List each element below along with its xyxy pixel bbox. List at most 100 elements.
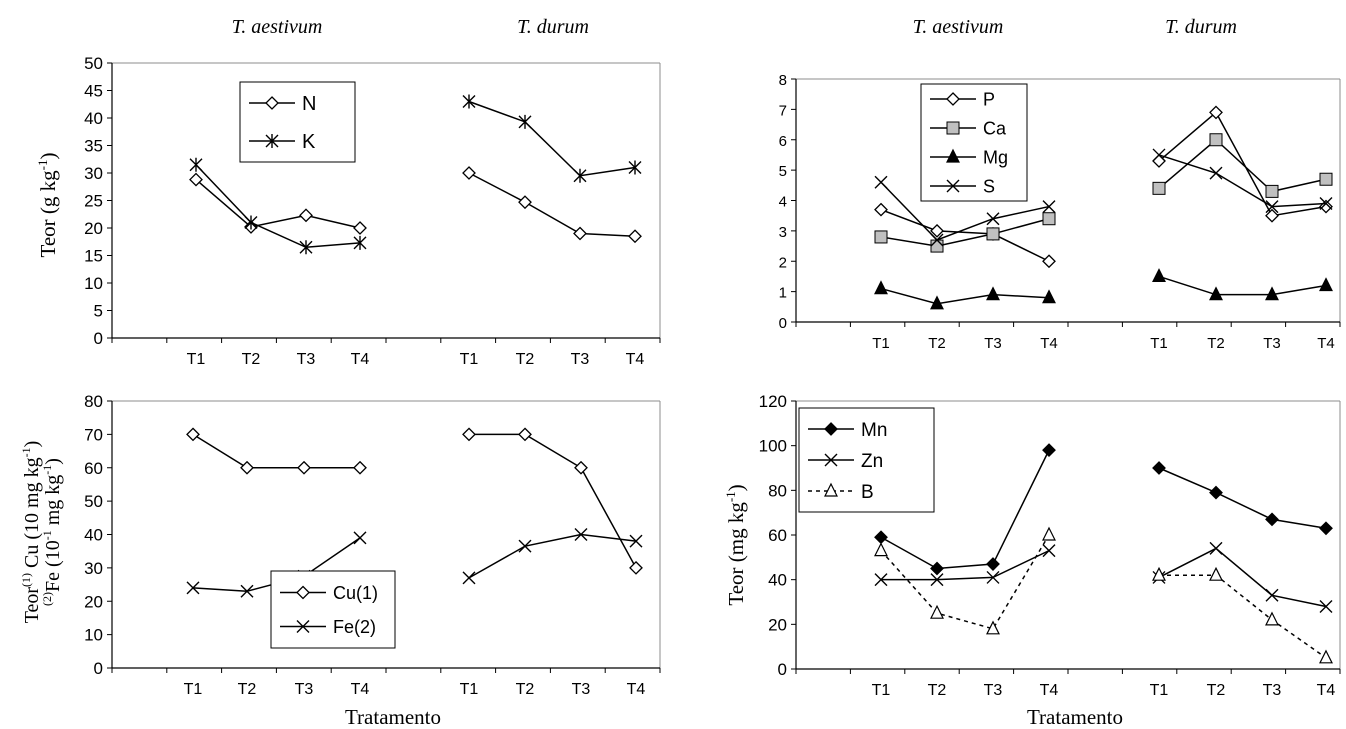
x-tick-label: T2 [928, 682, 947, 699]
y-tick-label: 45 [84, 82, 103, 101]
data-point [353, 221, 367, 235]
header-durum-left: T. durum [517, 16, 589, 38]
data-point [986, 286, 1000, 301]
y-tick-label: 4 [779, 194, 787, 211]
data-point [1265, 611, 1279, 626]
y-tick-label: 20 [768, 615, 787, 634]
y-tick-label: 3 [779, 224, 787, 241]
data-point [1319, 277, 1333, 292]
data-point [874, 202, 888, 217]
data-point [986, 557, 1000, 571]
data-point [1319, 172, 1333, 186]
legend-marker [824, 453, 838, 467]
series-line-mg [1158, 275, 1327, 296]
xlabel-right: Tratamento [1027, 705, 1123, 729]
data-point [930, 561, 944, 576]
x-tick-label: T1 [187, 351, 206, 368]
data-point [874, 280, 888, 295]
x-tick-label: T4 [1317, 335, 1335, 352]
legend-box [920, 83, 1028, 202]
data-point [1265, 200, 1279, 214]
series-line-ca [880, 218, 1050, 247]
data-point [1152, 566, 1166, 581]
x-tick-label: T2 [242, 351, 261, 368]
x-tick-label: T4 [626, 351, 645, 368]
x-tick-label: T2 [516, 351, 535, 368]
data-point [189, 157, 203, 172]
data-point [1265, 184, 1279, 198]
x-tick-label: T3 [297, 351, 316, 368]
ylabel-cufe-line1: Teor(1) Cu (10 mg kg-1) [19, 441, 43, 624]
data-point [1319, 599, 1333, 613]
legend-box [239, 81, 356, 163]
x-tick-label: T3 [572, 681, 591, 698]
x-tick-label: T4 [351, 351, 370, 368]
series-line-mn [880, 449, 1050, 570]
data-point [986, 227, 1000, 241]
y-tick-label: 10 [84, 626, 103, 645]
x-tick-label: T3 [984, 335, 1002, 352]
series-line-mg [880, 287, 1050, 305]
data-point [628, 229, 642, 244]
legend-box [270, 570, 396, 649]
legend-marker [296, 620, 310, 633]
chart-pcamgs: 0 1 2 3 4 5 6 7 8 T1 T2 T3 T4 T1 T2 T3 T4 P Ca Mg S [779, 72, 1341, 352]
y-tick-label: 2 [779, 254, 787, 271]
legend-marker [946, 148, 960, 163]
x-tick-label: T3 [571, 351, 590, 368]
data-point [299, 208, 313, 223]
data-point [462, 427, 476, 442]
y-tick-label: 50 [84, 54, 103, 73]
x-tick-label: T4 [1317, 682, 1336, 699]
y-tick-label: 20 [84, 219, 103, 238]
y-tick-label: 20 [84, 592, 103, 611]
x-tick-label: T3 [295, 681, 314, 698]
series-line-cu1 [469, 433, 637, 569]
data-point [1042, 443, 1056, 458]
x-tick-label: T4 [1040, 682, 1059, 699]
data-point [930, 573, 944, 587]
data-point [986, 570, 1000, 584]
ylabel-mnznb: Teor (mg kg-1) [723, 484, 748, 605]
x-tick-label: T4 [351, 681, 370, 698]
header-aestivum-right: T. aestivum [913, 16, 1004, 38]
data-point [1152, 268, 1166, 283]
y-tick-label: 15 [84, 247, 103, 266]
ylabel-cufe-line2: (2)Fe (10-1 mg kg-1) [40, 458, 64, 606]
y-tick-label: 7 [779, 102, 787, 119]
y-tick-label: 5 [94, 302, 103, 321]
legend-label: S [983, 176, 995, 196]
legend-label: Fe(2) [333, 617, 376, 637]
data-point [930, 233, 944, 247]
legend-marker [824, 482, 838, 497]
y-tick-label: 6 [779, 133, 787, 150]
x-tick-label: T1 [460, 351, 479, 368]
data-point [930, 223, 944, 238]
legend-marker [265, 134, 279, 148]
data-point [874, 175, 888, 189]
legend-marker [946, 92, 960, 106]
data-point [1319, 197, 1333, 211]
legend-marker [265, 96, 279, 110]
series-line-s [1158, 154, 1327, 208]
y-tick-label: 70 [84, 425, 103, 444]
series-line-k [195, 164, 361, 249]
chart-cufe: 0 10 20 30 40 50 60 70 80 T1 T2 T3 T4 T1 T2 T3 T4 Cu(1) Fe… [84, 392, 661, 698]
legend-marker [946, 179, 960, 193]
y-tick-label: 60 [84, 459, 103, 478]
data-point [1042, 212, 1056, 226]
data-point [297, 460, 311, 475]
data-point [1209, 286, 1223, 301]
data-point [874, 573, 888, 587]
data-point [1042, 254, 1056, 269]
x-tick-label: T2 [516, 681, 535, 698]
data-point [1152, 148, 1166, 162]
data-point [353, 460, 367, 475]
chart-mnznb: 0 20 40 60 80 100 120 T1 T2 T3 T4 T1 T2 T3 T4 Mn Zn B [759, 392, 1341, 699]
y-tick-label: 30 [84, 164, 103, 183]
legend-label: P [983, 89, 995, 109]
y-tick-label: 60 [768, 526, 787, 545]
x-tick-label: T2 [238, 681, 257, 698]
data-point [353, 531, 367, 545]
ylabel-nk: Teor (g kg-1) [35, 152, 60, 257]
